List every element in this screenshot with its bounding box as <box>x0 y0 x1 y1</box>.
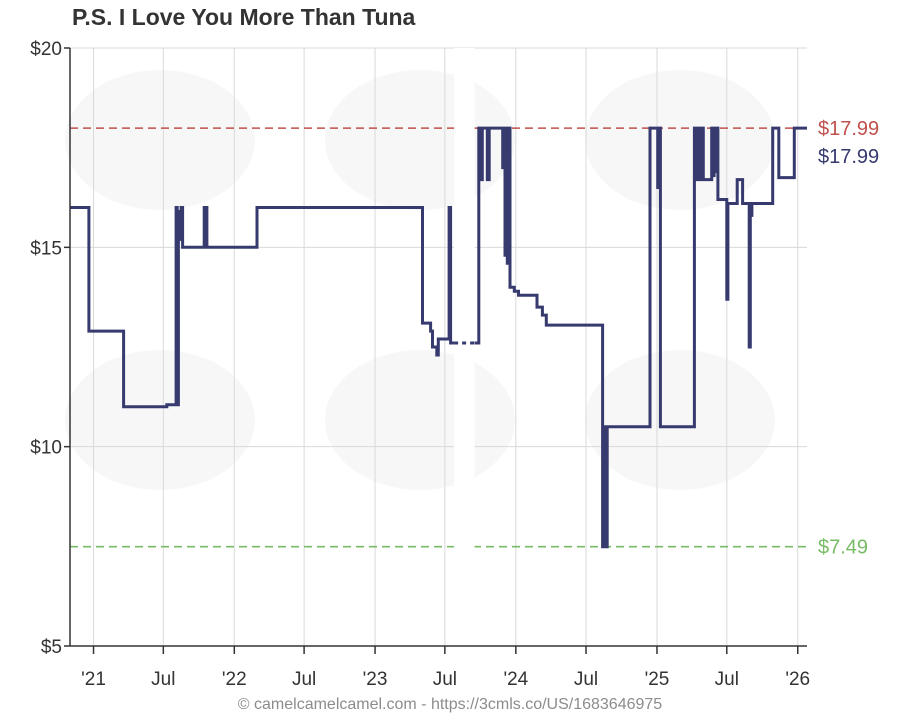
x-tick-label: '26 <box>785 669 810 690</box>
price-history-chart: $5 $10 $15 $20 '21 Jul '22 Jul '23 Jul '24 Jul '25 J… <box>30 39 879 690</box>
reference-label: $7.49 <box>818 537 868 559</box>
x-tick-label: '21 <box>81 669 106 690</box>
watermark-shape <box>585 350 775 490</box>
x-tick-label: '24 <box>503 669 528 690</box>
x-tick-label: Jul <box>151 669 175 690</box>
x-tick-label: '22 <box>222 669 247 690</box>
y-tick-label: $5 <box>41 637 62 658</box>
chart-title: P.S. I Love You More Than Tuna <box>72 4 416 30</box>
y-tick-label: $20 <box>30 39 62 60</box>
watermark-shape <box>65 350 255 490</box>
watermark-shape <box>585 70 775 210</box>
x-tick-label: Jul <box>574 669 598 690</box>
y-tick-label: $15 <box>30 238 62 259</box>
reference-lines <box>70 127 807 548</box>
x-tick-label: Jul <box>292 669 316 690</box>
axes <box>69 48 807 647</box>
footer-credit: © camelcamelcamel.com - https://3cmls.co… <box>237 696 663 713</box>
x-tick-labels: '21 Jul '22 Jul '23 Jul '24 Jul '25 Jul '26 <box>81 669 810 690</box>
x-tick-label: '23 <box>363 669 388 690</box>
x-tick-label: Jul <box>433 669 457 690</box>
x-tick-label: '25 <box>645 669 670 690</box>
reference-labels: $17.99 $7.49 $17.99 <box>818 118 879 559</box>
reference-label: $17.99 <box>818 118 879 140</box>
price-series <box>70 48 807 646</box>
series-end-label: $17.99 <box>818 146 879 168</box>
no-data-mask <box>454 48 475 646</box>
y-tick-label: $10 <box>30 438 62 459</box>
y-tick-labels: $5 $10 $15 $20 <box>30 39 62 658</box>
price-line <box>70 126 807 549</box>
x-tick-label: Jul <box>715 669 739 690</box>
watermark-shape <box>65 70 255 210</box>
watermark-shape <box>325 350 515 490</box>
